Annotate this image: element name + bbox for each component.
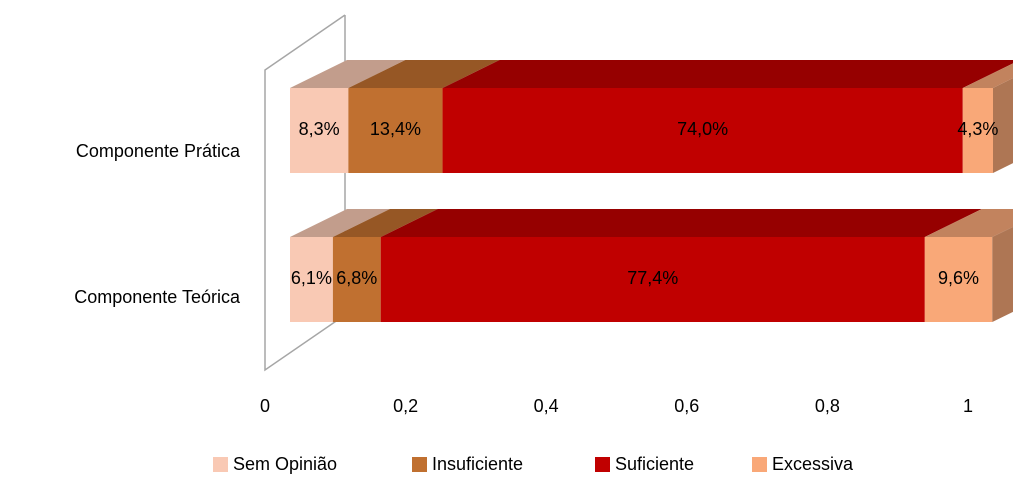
data-label: 8,3% <box>299 119 340 139</box>
x-tick-label: 1 <box>963 396 973 416</box>
bar-top <box>442 60 1013 88</box>
bar-top <box>348 60 500 88</box>
bar-side <box>993 78 1013 173</box>
bar-top <box>380 209 982 237</box>
legend-label: Excessiva <box>772 454 854 474</box>
data-label: 9,6% <box>938 268 979 288</box>
bar <box>290 237 333 322</box>
x-tick-label: 0,2 <box>393 396 418 416</box>
bar <box>348 88 443 173</box>
x-tick-label: 0,4 <box>534 396 559 416</box>
x-tick-label: 0,8 <box>815 396 840 416</box>
x-tick-label: 0 <box>260 396 270 416</box>
legend-label: Insuficiente <box>432 454 523 474</box>
bar-top <box>290 209 390 237</box>
y-tick-label: Componente Prática <box>76 141 241 161</box>
data-label: 74,0% <box>677 119 728 139</box>
bar-top <box>962 63 1013 88</box>
y-tick-label: Componente Teórica <box>74 287 241 307</box>
data-label: 6,1% <box>291 268 332 288</box>
legend-swatch <box>595 457 610 472</box>
data-label: 13,4% <box>370 119 421 139</box>
bar-top <box>332 209 438 237</box>
legend-swatch <box>213 457 228 472</box>
bar-top <box>290 60 406 88</box>
bar-side <box>992 226 1013 322</box>
data-label: 6,8% <box>336 268 377 288</box>
bar <box>332 237 381 322</box>
legend-label: Sem Opinião <box>233 454 337 474</box>
legend-swatch <box>412 457 427 472</box>
bar <box>442 88 963 173</box>
bar <box>380 237 925 322</box>
bar <box>962 88 993 173</box>
x-tick-label: 0,6 <box>674 396 699 416</box>
bar <box>290 88 349 173</box>
legend-label: Suficiente <box>615 454 694 474</box>
data-label: 4,3% <box>957 119 998 139</box>
bar <box>924 237 993 322</box>
legend-swatch <box>752 457 767 472</box>
data-label: 77,4% <box>627 268 678 288</box>
bar-top <box>924 209 1013 237</box>
